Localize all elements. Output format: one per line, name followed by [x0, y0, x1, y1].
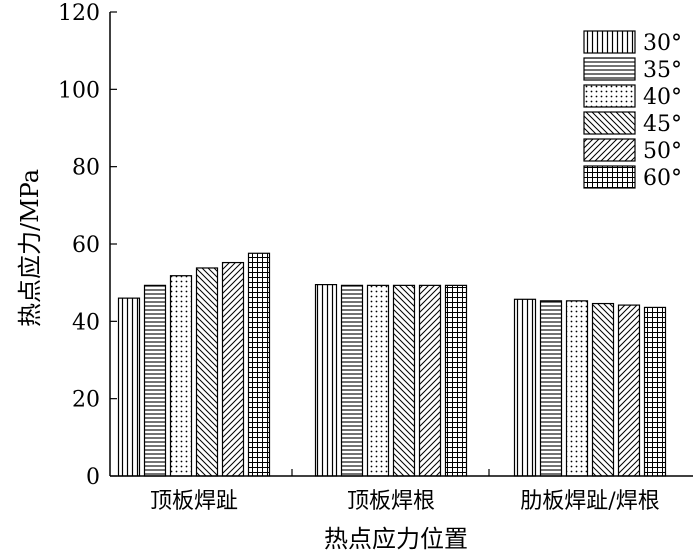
y-axis-title: 热点应力/MPa [16, 169, 44, 327]
bar [169, 275, 193, 477]
bar [418, 284, 442, 477]
y-tick-label: 40 [72, 310, 100, 335]
y-tick-label: 20 [72, 388, 100, 413]
bar [617, 304, 641, 477]
legend-label: 35° [643, 58, 682, 83]
legend-label: 45° [643, 112, 682, 137]
y-tick-label: 100 [58, 78, 100, 103]
y-tick-label: 80 [72, 156, 100, 181]
bar [539, 300, 563, 477]
bar [195, 267, 219, 477]
bar [591, 302, 615, 477]
legend-label: 50° [643, 139, 682, 164]
y-tick-label: 0 [86, 465, 100, 490]
legend-swatch [583, 57, 636, 81]
bar [221, 261, 245, 477]
legend-swatch [583, 111, 636, 135]
y-axis: 0 20 40 60 80 100 120 [58, 1, 117, 490]
x-tick-label: 顶板焊趾 [150, 489, 238, 514]
legend-label: 60° [643, 166, 682, 191]
legend-swatch [583, 138, 636, 162]
legend-swatch [583, 30, 636, 54]
bar [392, 284, 416, 477]
bar [143, 284, 167, 477]
legend-swatch [583, 84, 636, 108]
bar [643, 306, 667, 477]
legend-swatch [583, 165, 636, 189]
plot-area [117, 252, 667, 477]
bar [247, 252, 271, 477]
bar [565, 300, 589, 477]
bar [444, 284, 468, 477]
bar [366, 284, 390, 477]
y-tick-label: 60 [72, 233, 100, 258]
bar [117, 297, 141, 477]
x-tick-label: 肋板焊趾/焊根 [520, 489, 659, 514]
y-tick-label: 120 [58, 1, 100, 26]
legend-label: 40° [643, 85, 682, 110]
bar [314, 284, 338, 477]
x-axis: 顶板焊趾 顶板焊根 肋板焊趾/焊根 [110, 469, 693, 514]
legend: 30°35°40°45°50°60° [583, 30, 682, 191]
x-tick-label: 顶板焊根 [347, 489, 435, 514]
x-axis-title: 热点应力位置 [324, 525, 468, 553]
legend-label: 30° [643, 31, 682, 56]
bar [513, 298, 537, 477]
bar [340, 284, 364, 477]
